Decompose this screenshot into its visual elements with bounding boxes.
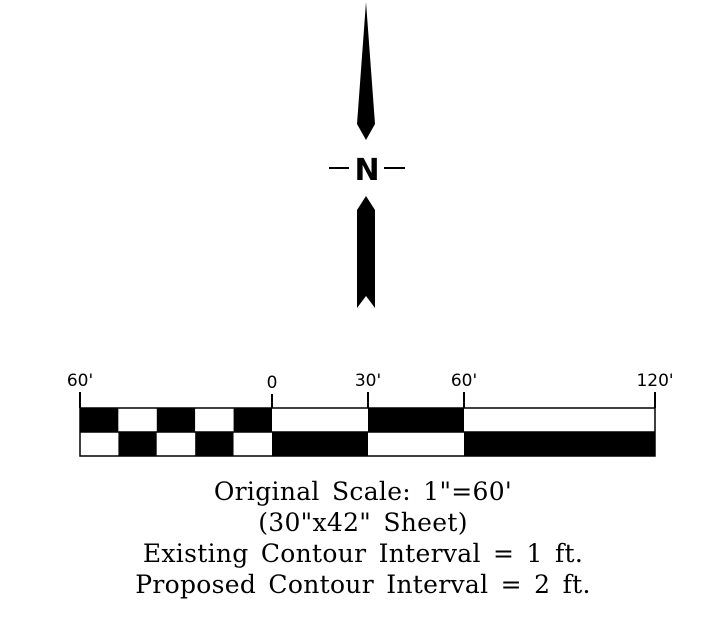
existing-contour-note: Existing Contour Interval = 1 ft. xyxy=(142,539,584,568)
scale-segment-top-2 xyxy=(118,408,157,432)
north-letter: N xyxy=(354,153,379,188)
scale-segment-bottom-6 xyxy=(272,432,368,456)
scale-segment-top-4 xyxy=(195,408,234,432)
scale-bar: 60' 0 30' 60' 120' xyxy=(67,371,674,457)
scale-segment-top-1 xyxy=(80,408,119,432)
scale-tick-label-120: 120' xyxy=(636,371,673,391)
original-scale-note: Original Scale: 1"=60' xyxy=(213,477,513,506)
scale-tick-label-zero: 0 xyxy=(267,373,278,393)
legend-notes: Original Scale: 1"=60' (30"x42" Sheet) E… xyxy=(0,476,726,600)
north-arrow-lower-tail xyxy=(357,196,375,308)
proposed-contour-note: Proposed Contour Interval = 2 ft. xyxy=(135,570,591,599)
scale-segment-bottom-5 xyxy=(233,432,272,456)
scale-tick-label-left-60: 60' xyxy=(67,371,93,391)
scale-segment-bottom-4 xyxy=(195,432,234,456)
scale-segment-top-8 xyxy=(464,408,655,432)
scale-segment-bottom-8 xyxy=(464,432,655,456)
scale-segment-top-6 xyxy=(272,408,368,432)
scale-segment-bottom-7 xyxy=(368,432,464,456)
sheet-size-note: (30"x42" Sheet) xyxy=(258,508,468,537)
scale-tick-label-30: 30' xyxy=(355,371,381,391)
north-arrow-upper-pointer xyxy=(357,2,375,140)
scale-segment-bottom-2 xyxy=(118,432,157,456)
scale-segment-bottom-3 xyxy=(156,432,196,456)
scale-tick-label-60: 60' xyxy=(451,371,477,391)
scale-segment-top-5 xyxy=(233,408,272,432)
scale-segment-top-3 xyxy=(156,408,196,432)
north-arrow-icon: N xyxy=(329,2,405,308)
scale-segment-bottom-1 xyxy=(80,432,119,456)
scale-segment-top-7 xyxy=(368,408,464,432)
